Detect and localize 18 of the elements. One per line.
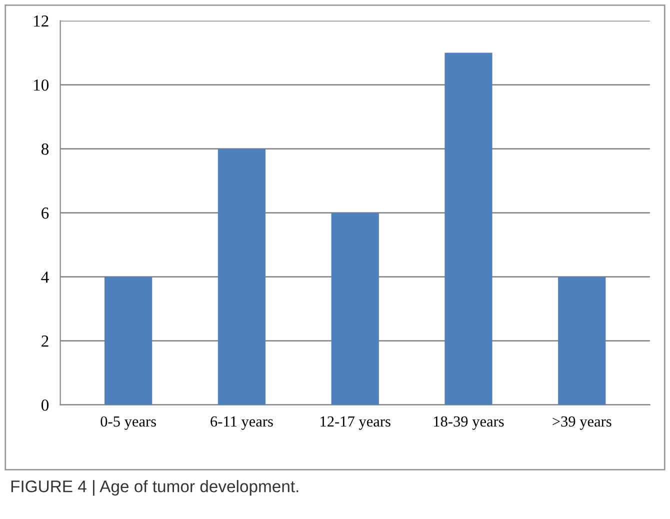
- y-tick-label: 0: [41, 400, 49, 411]
- caption: FIGURE 4 | Age of tumor development.: [11, 480, 298, 496]
- y-tick-label: 2: [42, 336, 48, 347]
- y-tick-label: 4: [41, 272, 49, 283]
- bar: [558, 276, 606, 405]
- y-tick-label: 10: [34, 79, 49, 91]
- y-tick-label: 6: [42, 208, 49, 219]
- x-tick-label: 0-5 years: [100, 416, 156, 430]
- y-tick-label: 8: [41, 143, 49, 155]
- bar: [104, 276, 152, 405]
- bar: [218, 148, 266, 405]
- bar: [444, 52, 492, 405]
- bar: [331, 212, 379, 405]
- x-tick-label: 12-17 years: [320, 416, 390, 430]
- x-tick-label: 6-11 years: [210, 416, 273, 430]
- x-tick-label: >39 years: [552, 416, 612, 430]
- y-tick-label: 12: [34, 16, 48, 27]
- x-tick-label: 18-39 years: [434, 416, 504, 430]
